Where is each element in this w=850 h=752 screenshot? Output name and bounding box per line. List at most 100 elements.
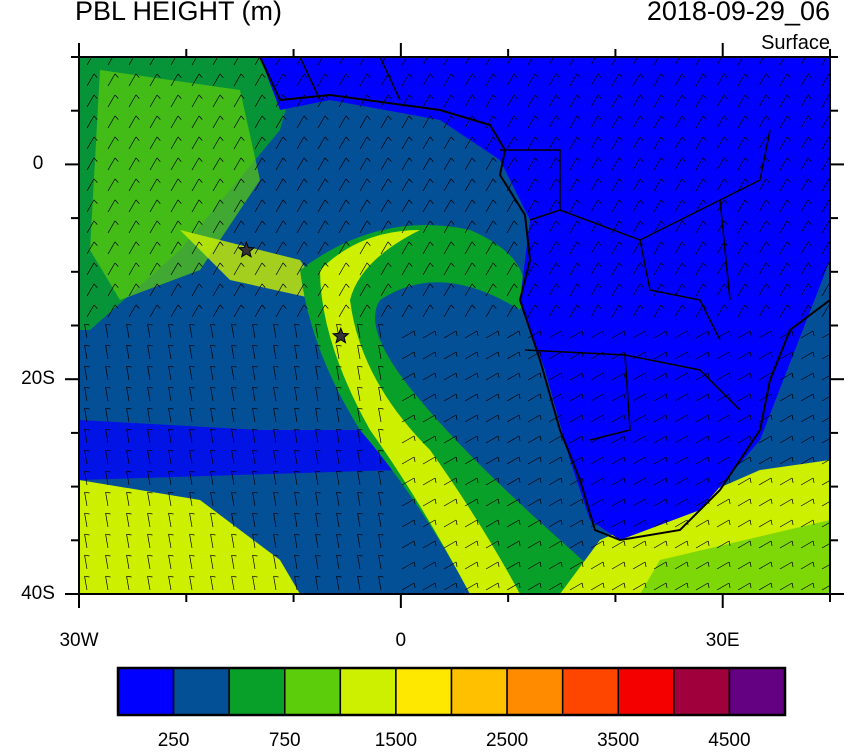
wind-barb [149, 73, 158, 87]
wind-barb-flag [219, 178, 224, 183]
wind-barb [107, 220, 116, 234]
wind-barb-flag [597, 241, 602, 246]
wind-barb [378, 324, 382, 339]
wind-barb-flag [555, 241, 560, 246]
wind-barb [359, 241, 368, 255]
wind-barb-flag [231, 323, 237, 326]
wind-barb-flag [303, 199, 308, 204]
wind-barb [105, 324, 109, 339]
wind-barb [126, 324, 130, 339]
wind-barb [401, 393, 415, 402]
wind-barb [695, 73, 704, 87]
wind-barb-flag [156, 115, 161, 120]
wind-barb [380, 304, 389, 318]
wind-barb-flag [834, 415, 835, 420]
wind-barb [506, 115, 515, 129]
wind-barb-flag [315, 470, 321, 473]
colorbar-label: 750 [268, 730, 301, 751]
wind-barb-flag [219, 136, 224, 141]
wind-barb [716, 414, 730, 423]
wind-barb [674, 435, 688, 444]
wind-barb [315, 324, 319, 339]
wind-barb [294, 492, 298, 507]
wind-barb [737, 561, 751, 570]
wind-barb [336, 576, 340, 591]
wind-barb [86, 115, 95, 129]
wind-barb-flag [378, 428, 384, 431]
wind-barb [317, 304, 326, 318]
wind-barb-flag [273, 533, 279, 536]
wind-barb-flag [807, 157, 812, 162]
wind-barb [800, 435, 814, 444]
wind-barb [632, 115, 641, 129]
wind-barb [273, 450, 277, 465]
wind-barb [464, 199, 473, 213]
wind-barb [357, 387, 361, 402]
colorbar-label: 1500 [374, 730, 418, 751]
wind-barb-flag [728, 498, 731, 504]
wind-barb [147, 450, 151, 465]
wind-barb-flag [282, 283, 287, 288]
wind-barb [758, 262, 767, 276]
wind-barb-flag [261, 178, 266, 183]
wind-barb [695, 199, 704, 213]
wind-barb [506, 477, 520, 486]
wind-barb [231, 471, 235, 486]
wind-barb [569, 304, 578, 318]
wind-barb-flag [315, 386, 321, 389]
wind-barb [254, 262, 263, 276]
wind-barb-flag [834, 583, 835, 588]
wind-barb [84, 450, 88, 465]
wind-barb-flag [749, 582, 752, 588]
wind-barb [527, 393, 541, 402]
wind-barb [212, 94, 221, 108]
wind-barb-flag [560, 330, 563, 336]
wind-barb-flag [168, 512, 174, 515]
wind-barb-flag [807, 136, 812, 141]
wind-barb [569, 393, 583, 402]
wind-barb-flag [749, 393, 752, 399]
wind-barb-flag [702, 220, 707, 225]
wind-barb-flag [681, 241, 686, 246]
wind-barb-flag [156, 136, 161, 141]
wind-barb [422, 477, 436, 486]
wind-barb [191, 262, 200, 276]
wind-barb [548, 393, 562, 402]
wind-barb-flag [261, 304, 266, 309]
wind-barb-flag [252, 323, 258, 326]
wind-barb-flag [560, 498, 563, 504]
wind-barb [737, 304, 746, 318]
wind-barb-flag [84, 575, 90, 578]
lon-label: 0 [395, 630, 407, 651]
wind-barb-flag [294, 407, 300, 410]
wind-barb-flag [324, 73, 329, 78]
wind-barb-flag [576, 73, 581, 78]
wind-barb-flag [198, 262, 203, 267]
wind-barb-flag [135, 262, 140, 267]
wind-barb-flag [791, 519, 794, 525]
wind-barb-flag [539, 498, 542, 504]
wind-barb [338, 178, 347, 192]
wind-barb-flag [273, 575, 279, 578]
wind-barb-flag [765, 73, 770, 78]
wind-barb [737, 115, 746, 129]
wind-barb [527, 283, 536, 297]
wind-barb [359, 199, 368, 213]
wind-barb [548, 136, 557, 150]
wind-barb-flag [723, 136, 728, 141]
wind-barb-flag [791, 477, 794, 483]
wind-barb-flag [168, 470, 174, 473]
wind-barb [485, 540, 499, 549]
wind-barb-flag [303, 241, 308, 246]
wind-barb [212, 199, 221, 213]
wind-barb [464, 73, 473, 87]
wind-barb [359, 57, 366, 66]
wind-barb-flag [114, 199, 119, 204]
wind-barb [548, 304, 557, 318]
wind-barb-flag [471, 157, 476, 162]
wind-barb-flag [126, 323, 132, 326]
wind-barb-flag [770, 330, 773, 336]
wind-barb-flag [834, 394, 835, 399]
wind-barb-flag [303, 178, 308, 183]
wind-barb [315, 534, 319, 549]
